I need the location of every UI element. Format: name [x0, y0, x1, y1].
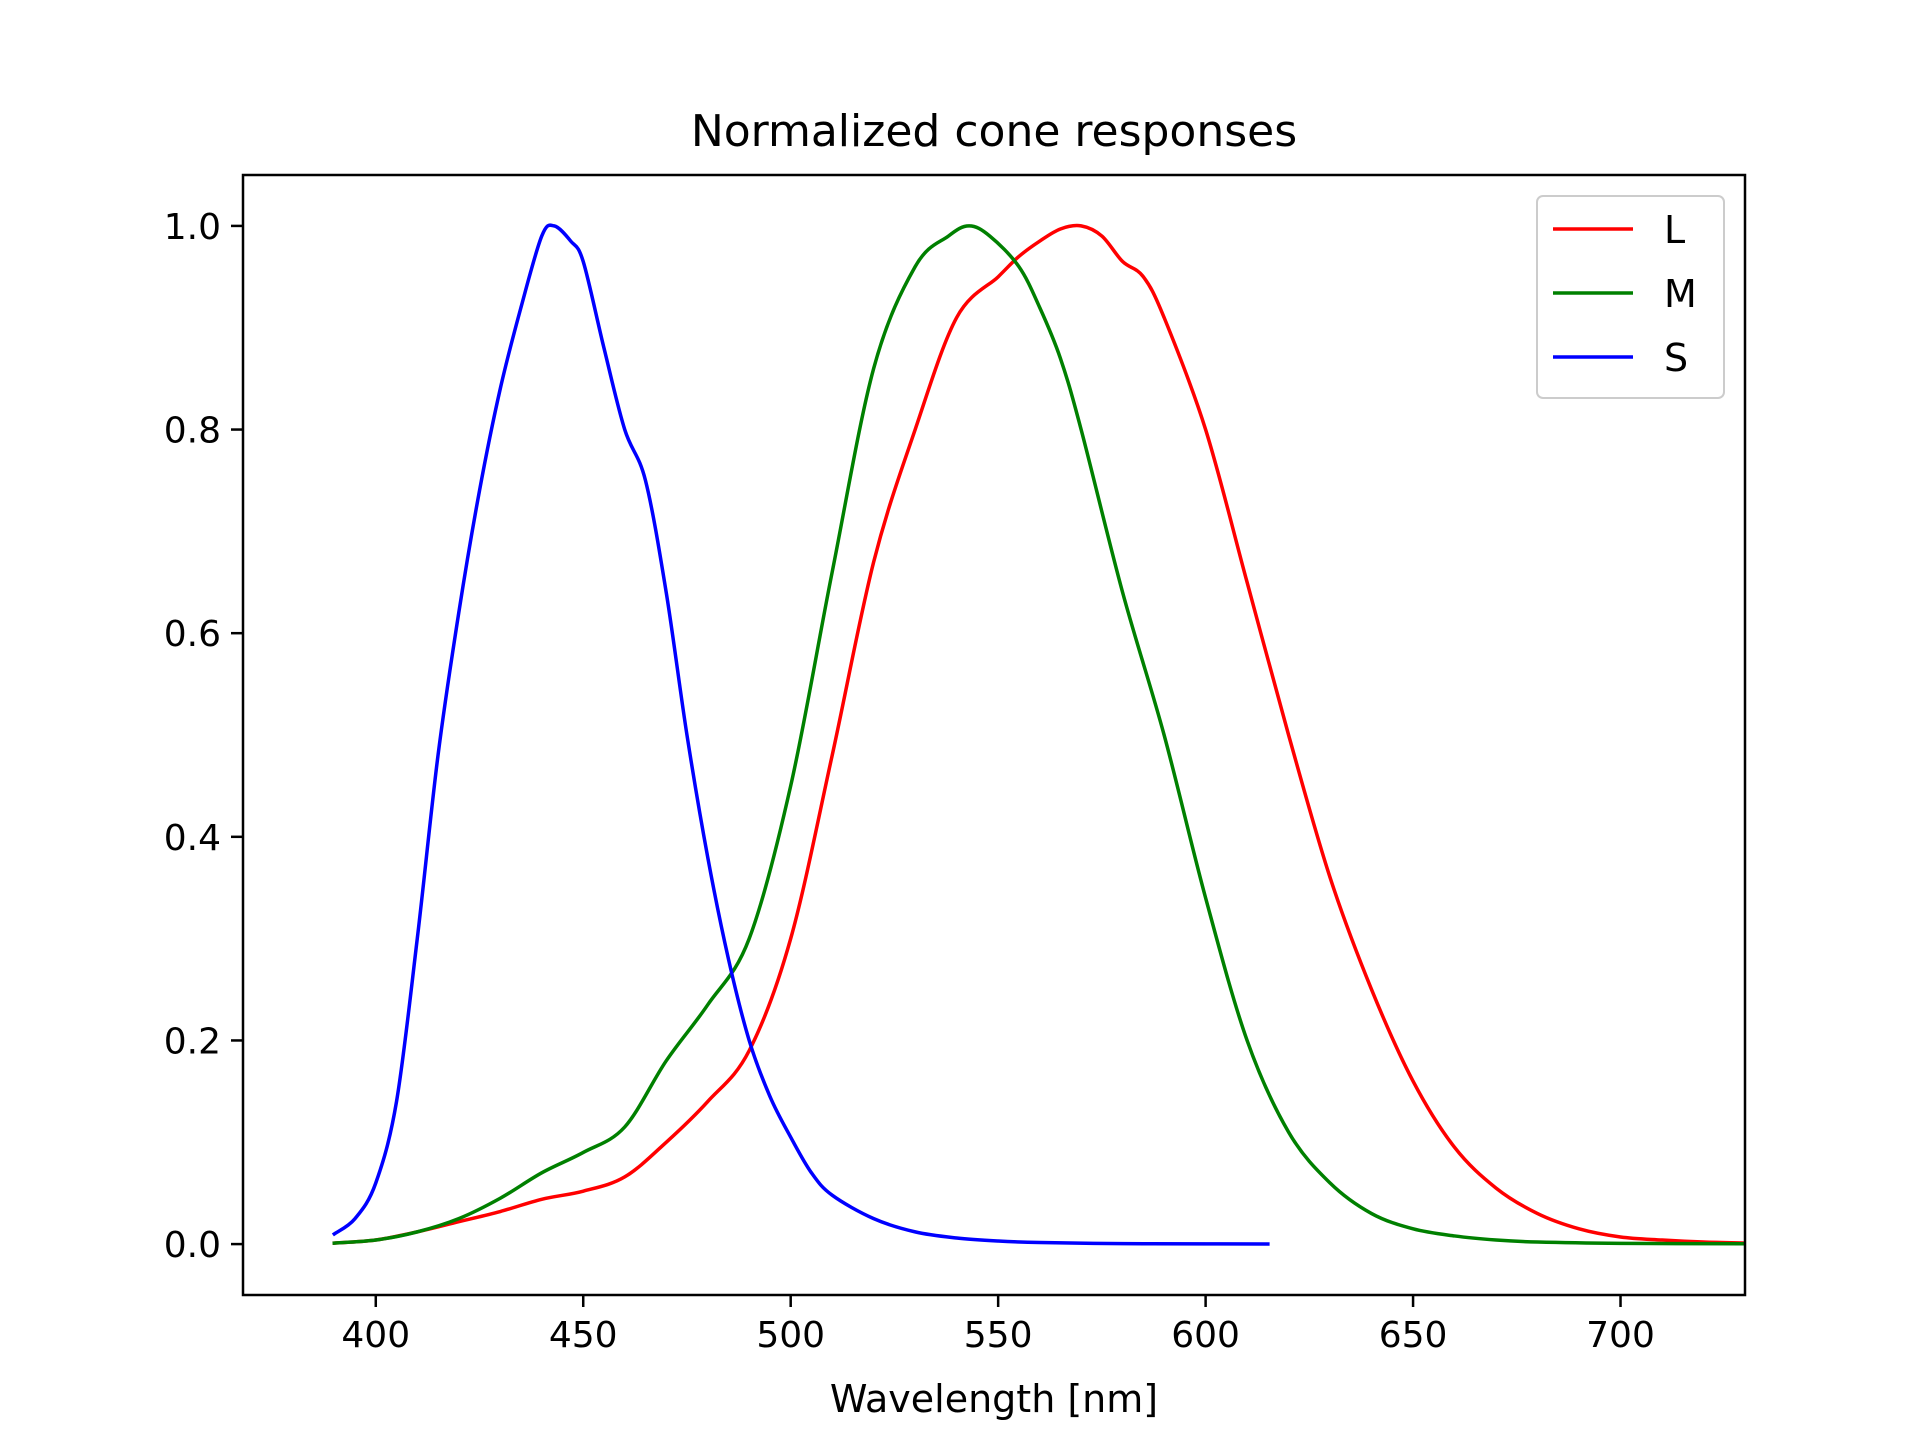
x-tick-label: 650 [1379, 1315, 1448, 1356]
plot-lines [331, 223, 1745, 1246]
x-tick-label: 700 [1586, 1315, 1655, 1356]
y-tick-label: 1.0 [164, 207, 221, 248]
x-tick-label: 550 [964, 1315, 1033, 1356]
legend-label-s: S [1664, 336, 1688, 380]
x-axis-ticks: 400 450 500 550 600 650 700 [341, 1295, 1655, 1356]
y-tick-label: 0.4 [164, 818, 221, 859]
x-tick-label: 500 [756, 1315, 825, 1356]
x-tick-label: 400 [341, 1315, 410, 1356]
x-tick-label: 450 [549, 1315, 618, 1356]
legend-label-l: L [1664, 208, 1685, 252]
y-tick-label: 0.0 [164, 1225, 221, 1266]
axes-frame [241, 173, 1747, 1297]
x-tick-label: 600 [1171, 1315, 1240, 1356]
legend: LMS [1536, 195, 1725, 399]
series-line-l [332, 223, 1745, 1245]
legend-frame [1536, 195, 1725, 399]
y-tick-label: 0.6 [164, 614, 221, 655]
x-axis-label: Wavelength [nm] [830, 1377, 1158, 1421]
chart-title: Normalized cone responses [691, 106, 1297, 157]
series-line-s [331, 223, 1270, 1246]
legend-label-m: M [1664, 272, 1697, 316]
y-tick-label: 0.8 [164, 411, 221, 452]
y-axis-ticks: 0.0 0.2 0.4 0.6 0.8 1.0 [164, 207, 243, 1266]
series-line-m [332, 224, 1745, 1246]
y-tick-label: 0.2 [164, 1021, 221, 1062]
